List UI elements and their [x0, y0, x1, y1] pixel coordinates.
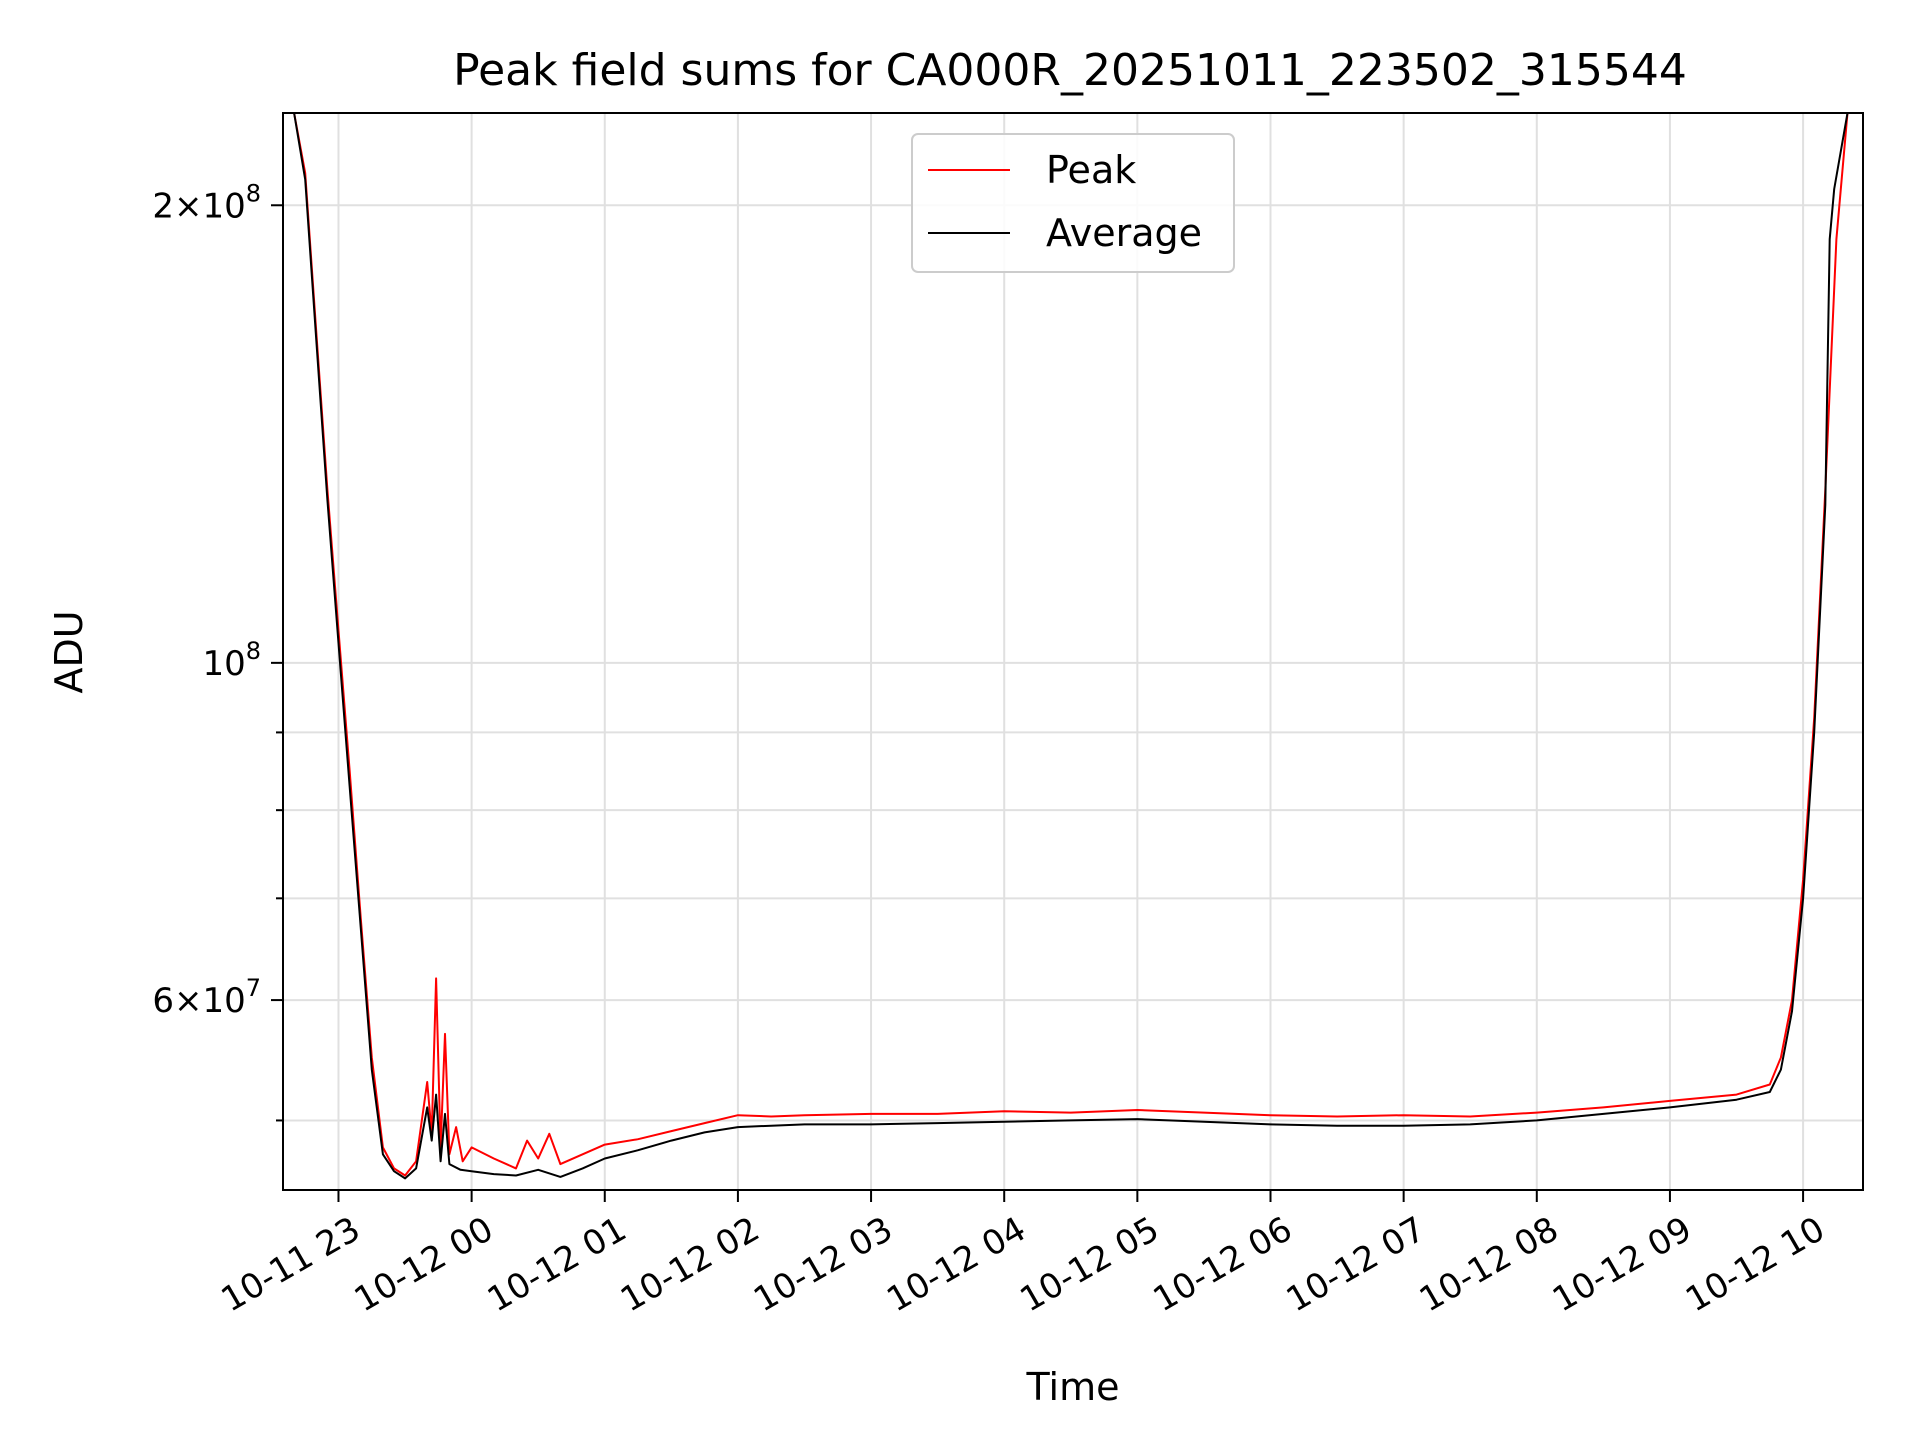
x-tick-label: 10-12 05 — [1013, 1209, 1165, 1320]
series-line-peak — [283, 113, 1863, 1177]
x-axis-label: Time — [1026, 1365, 1120, 1409]
x-tick-label: 10-12 06 — [1147, 1209, 1299, 1320]
y-tick-label: 6×107 — [152, 974, 261, 1021]
plot-area-frame — [282, 112, 1864, 1191]
y-tick-exponent: 8 — [246, 637, 261, 665]
y-tick-exponent: 8 — [246, 179, 261, 207]
chart-title: Peak field sums for CA000R_20251011_2235… — [453, 45, 1687, 96]
y-gridlines — [283, 204, 1863, 1122]
series-line-average — [283, 113, 1863, 1180]
y-tick-base: 10 — [202, 644, 245, 684]
y-axis-label: ADU — [47, 610, 91, 693]
x-tick-label: 10-12 07 — [1280, 1209, 1432, 1320]
y-tick-base: 10 — [202, 981, 245, 1021]
x-tick-label: 10-12 08 — [1413, 1209, 1565, 1320]
y-tick-mantissa: 2 — [152, 186, 174, 226]
x-tick-label: 10-11 23 — [215, 1209, 367, 1320]
x-tick-label: 10-12 10 — [1679, 1209, 1831, 1320]
y-tick-base: 10 — [202, 186, 245, 226]
series-lines — [283, 113, 1863, 1180]
y-tick-mantissa: 6 — [152, 981, 174, 1021]
x-tick-label: 10-12 04 — [880, 1209, 1032, 1320]
y-tick-exponent: 7 — [246, 974, 261, 1002]
legend-box — [911, 133, 1235, 273]
x-tick-label: 10-12 01 — [481, 1209, 633, 1320]
x-gridlines — [337, 113, 1805, 1190]
y-tick-times: × — [174, 981, 203, 1021]
legend-label-average: Average — [1046, 211, 1202, 255]
x-tick-label: 10-12 00 — [348, 1209, 500, 1320]
y-tick-label: 2×108 — [152, 179, 261, 226]
y-tick-times: × — [174, 186, 203, 226]
x-tick-label: 10-12 09 — [1546, 1209, 1698, 1320]
x-tick-label: 10-12 02 — [614, 1209, 766, 1320]
legend: Peak Average — [911, 133, 1235, 273]
legend-label-peak: Peak — [1046, 148, 1136, 192]
y-tick-label: 108 — [202, 637, 261, 684]
x-tick-label: 10-12 03 — [747, 1209, 899, 1320]
